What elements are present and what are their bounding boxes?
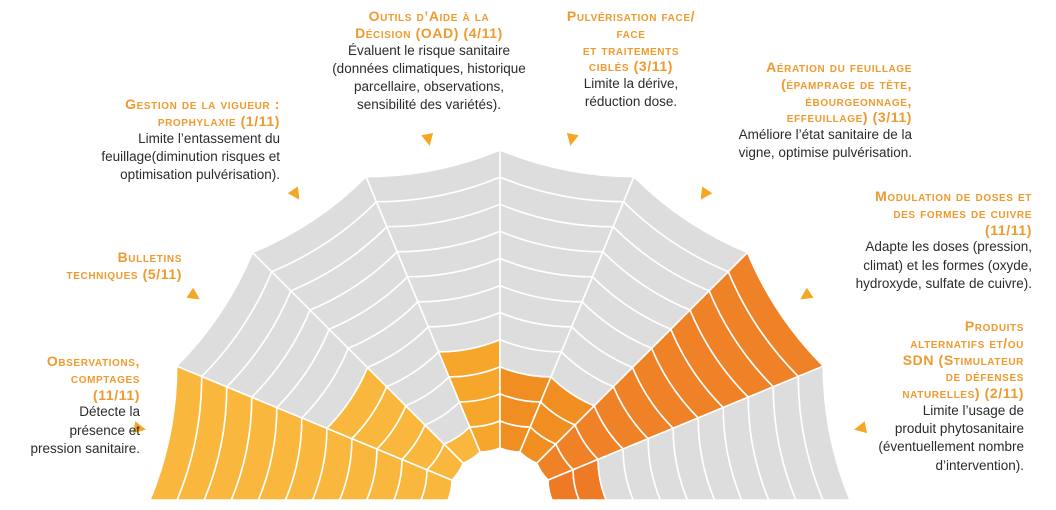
pointer-arrow-icon: [854, 421, 867, 434]
label-oad: Outils d’Aide à la Décision (OAD) (4/11)…: [300, 8, 558, 114]
label-description: Évaluent le risque sanitaire (données cl…: [332, 42, 526, 113]
label-gestion-vigueur: Gestion de la vigueur : prophylaxie (1/1…: [40, 96, 280, 184]
label-title: Aération du feuillage (épamprage de tête…: [766, 59, 912, 126]
pointer-arrow-icon: [287, 186, 300, 200]
sector-0: [148, 364, 453, 501]
pointer-arrow-icon: [133, 421, 146, 434]
label-observations: Observations, comptages (11/11) Détecte …: [0, 353, 140, 458]
label-title: Observations, comptages (11/11): [46, 353, 140, 403]
label-modulation-doses: Modulation de doses et des formes de cui…: [790, 188, 1032, 293]
sector-7: [547, 364, 852, 501]
label-title: Pulvérisation face/ face et traitements …: [566, 8, 696, 75]
label-pointer-arrows: [133, 133, 867, 434]
label-produits-alternatifs: Produits alternatifs et/ou SDN (Stimulat…: [836, 318, 1024, 475]
sector-2: [251, 175, 482, 465]
sector-5: [518, 175, 749, 465]
label-description: Limite l’entassement du feuillage(diminu…: [101, 130, 280, 183]
label-title: Modulation de doses et des formes de cui…: [875, 188, 1032, 238]
label-title: Bulletins techniques (5/11): [66, 249, 182, 282]
label-description: Adapte les doses (pression, climat) et l…: [855, 239, 1032, 291]
label-title: Gestion de la vigueur : prophylaxie (1/1…: [125, 96, 280, 129]
label-aeration-feuillage: Aération du feuillage (épamprage de tête…: [694, 59, 912, 163]
pointer-arrow-icon: [186, 287, 200, 300]
label-bulletins: Bulletins techniques (5/11): [10, 249, 182, 283]
pointer-arrow-icon: [700, 186, 713, 200]
label-description: Détecte la présence et pression sanitair…: [30, 404, 140, 456]
pointer-arrow-icon: [800, 287, 814, 300]
chart-sectors: [148, 148, 852, 501]
label-title: Produits alternatifs et/ou SDN (Stimulat…: [902, 318, 1024, 402]
pointer-arrow-icon: [421, 133, 434, 146]
pointer-arrow-icon: [566, 133, 579, 146]
label-pulverisation: Pulvérisation face/ face et traitements …: [536, 8, 726, 112]
label-description: Limite la dérive, réduction dose.: [583, 76, 679, 110]
label-description: Limite l’usage de produit phytosanitaire…: [878, 402, 1024, 473]
sector-3: [364, 148, 501, 453]
empty-cell: [797, 364, 852, 501]
sector-1: [175, 251, 465, 482]
label-title: Outils d’Aide à la Décision (OAD) (4/11): [355, 8, 503, 41]
label-description: Améliore l’état sanitaire de la vigne, o…: [738, 127, 912, 161]
